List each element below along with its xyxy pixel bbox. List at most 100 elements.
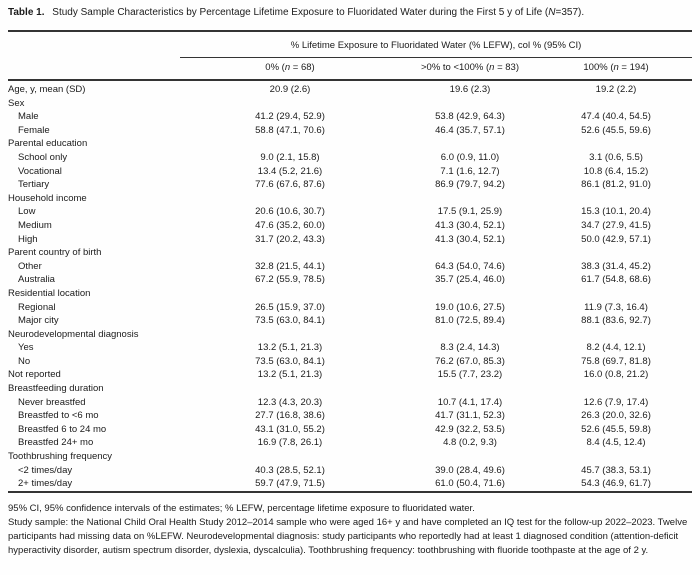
- table-title-after: =357).: [555, 7, 585, 18]
- cell-value: 3.1 (0.6, 5.5): [589, 151, 643, 163]
- row-label: Sex: [8, 97, 25, 109]
- cell-value: [400, 450, 540, 464]
- table-row: 2+ times/day 59.7 (47.9, 71.5) 61.0 (50.4,…: [8, 477, 692, 492]
- characteristics-table: % Lifetime Exposure to Fluoridated Water…: [8, 30, 693, 493]
- table-row: Male 41.2 (29.4, 52.9) 53.8 (42.9, 64.3) 47…: [8, 110, 692, 124]
- cell-value: 12.6 (7.9, 17.4): [583, 396, 649, 408]
- cell-value: 27.7 (16.8, 38.6): [255, 410, 325, 422]
- cell-value: 64.3 (54.0, 74.6): [435, 260, 505, 272]
- cell-value: 38.3 (31.4, 45.2): [581, 260, 651, 272]
- cell-value: 73.5 (63.0, 84.1): [255, 315, 325, 327]
- cell-value: 41.7 (31.1, 52.3): [435, 410, 505, 422]
- cell-value: [180, 137, 400, 151]
- cell-value: 6.0 (0.9, 11.0): [440, 151, 500, 163]
- cell-value: [400, 137, 540, 151]
- cell-value: 46.4 (35.7, 57.1): [435, 124, 505, 136]
- table-row: No 73.5 (63.0, 84.1) 76.2 (67.0, 85.3) 75.8…: [8, 355, 692, 369]
- cell-value: 39.0 (28.4, 49.6): [435, 464, 505, 476]
- table-row: <2 times/day 40.3 (28.5, 52.1) 39.0 (28.4,…: [8, 464, 692, 478]
- cell-value: 16.9 (7.8, 26.1): [257, 437, 323, 449]
- cell-value: 20.9 (2.6): [269, 84, 311, 95]
- cell-value: 43.1 (31.0, 55.2): [255, 423, 325, 435]
- cell-value: 12.3 (4.3, 20.3): [257, 396, 323, 408]
- cell-value: 76.2 (67.0, 85.3): [435, 355, 505, 367]
- cell-value: [180, 97, 400, 111]
- cell-value: 20.6 (10.6, 30.7): [255, 206, 325, 218]
- row-label: Never breastfed: [18, 396, 86, 408]
- cell-value: 8.4 (4.5, 12.4): [586, 437, 646, 449]
- n-symbol: n: [489, 62, 495, 73]
- table-number-label: Table 1.: [8, 7, 45, 18]
- cell-value: 10.7 (4.1, 17.4): [437, 396, 503, 408]
- row-label: Breastfed 6 to 24 mo: [18, 423, 107, 435]
- row-label: Breastfed to <6 mo: [18, 410, 99, 422]
- row-label: Age, y, mean (SD): [8, 84, 86, 95]
- table-title: Table 1. Study Sample Characteristics by…: [8, 6, 692, 19]
- cell-value: 86.9 (79.7, 94.2): [435, 179, 505, 191]
- cell-value: [400, 382, 540, 396]
- cell-value: [540, 382, 692, 396]
- table-row: Age, y, mean (SD) 20.9 (2.6) 19.6 (2.3) 19.…: [8, 80, 692, 97]
- cell-value: 35.7 (25.4, 46.0): [435, 274, 505, 286]
- cell-value: 54.3 (46.9, 61.7): [581, 478, 651, 490]
- footnote-abbreviations: 95% CI, 95% confidence intervals of the …: [8, 502, 475, 514]
- row-label: Toothbrushing frequency: [8, 451, 113, 463]
- n-symbol: n: [613, 62, 619, 73]
- row-label: No: [18, 355, 31, 367]
- table-row: Other 32.8 (21.5, 44.1) 64.3 (54.0, 74.6) 3…: [8, 260, 692, 274]
- cell-value: 58.8 (47.1, 70.6): [255, 124, 325, 136]
- cell-value: 8.3 (2.4, 14.3): [440, 342, 500, 354]
- cell-value: [400, 287, 540, 301]
- cell-value: 59.7 (47.9, 71.5): [255, 478, 325, 490]
- cell-value: 17.5 (9.1, 25.9): [437, 206, 503, 218]
- row-label: Household income: [8, 192, 87, 204]
- table-row: Breastfeeding duration: [8, 382, 692, 396]
- table-row: Never breastfed 12.3 (4.3, 20.3) 10.7 (4.1…: [8, 396, 692, 410]
- cell-value: 41.3 (30.4, 52.1): [435, 233, 505, 245]
- cell-value: 13.4 (5.2, 21.6): [257, 165, 323, 177]
- cell-value: 45.7 (38.3, 53.1): [581, 464, 651, 476]
- table-row: Major city 73.5 (63.0, 84.1) 81.0 (72.5, 8…: [8, 314, 692, 328]
- cell-value: 13.2 (5.1, 21.3): [257, 369, 323, 381]
- table-row: Yes 13.2 (5.1, 21.3) 8.3 (2.4, 14.3) 8.2 (4…: [8, 341, 692, 355]
- cell-value: 52.6 (45.5, 59.8): [581, 423, 651, 435]
- cell-value: 41.2 (29.4, 52.9): [255, 111, 325, 123]
- cell-value: 34.7 (27.9, 41.5): [581, 219, 651, 231]
- row-label: 2+ times/day: [18, 478, 73, 490]
- paper-table-figure: Table 1. Study Sample Characteristics by…: [8, 6, 693, 556]
- table-row: High 31.7 (20.2, 43.3) 41.3 (30.4, 52.1) 50…: [8, 233, 692, 247]
- cell-value: 88.1 (83.6, 92.7): [581, 315, 651, 327]
- table-row: Breastfed to <6 mo 27.7 (16.8, 38.6) 41.7 …: [8, 409, 692, 423]
- stub-cell: [8, 31, 180, 58]
- table-row: Medium 47.6 (35.2, 60.0) 41.3 (30.4, 52.1)…: [8, 219, 692, 233]
- cell-value: [540, 192, 692, 206]
- cell-value: 75.8 (69.7, 81.8): [581, 355, 651, 367]
- cell-value: [180, 287, 400, 301]
- table-row: Toothbrushing frequency: [8, 450, 692, 464]
- table-row: Residential location: [8, 287, 692, 301]
- cell-value: 50.0 (42.9, 57.1): [581, 233, 651, 245]
- table-row: Low 20.6 (10.6, 30.7) 17.5 (9.1, 25.9) 15.3…: [8, 205, 692, 219]
- cell-value: 81.0 (72.5, 89.4): [435, 315, 505, 327]
- column-header-text: = 83): [494, 62, 519, 73]
- cell-value: 15.5 (7.7, 23.2): [437, 369, 503, 381]
- cell-value: [400, 192, 540, 206]
- cell-value: [540, 246, 692, 260]
- column-header-mid-pct: >0% to <100% (n = 83): [400, 57, 540, 81]
- cell-value: [180, 246, 400, 260]
- cell-value: 15.3 (10.1, 20.4): [581, 206, 651, 218]
- cell-value: 4.8 (0.2, 9.3): [443, 437, 497, 449]
- spanner-row: % Lifetime Exposure to Fluoridated Water…: [8, 31, 693, 58]
- table-row: Breastfed 6 to 24 mo 43.1 (31.0, 55.2) 42.…: [8, 423, 692, 437]
- n-symbol: n: [284, 62, 291, 73]
- row-label: Parental education: [8, 138, 88, 150]
- table-body: Age, y, mean (SD) 20.9 (2.6) 19.6 (2.3) 19.…: [8, 80, 692, 492]
- cell-value: [540, 97, 692, 111]
- column-header-0pct: 0% (n = 68): [180, 57, 400, 81]
- cell-value: 42.9 (32.2, 53.5): [435, 423, 505, 435]
- row-label: Residential location: [8, 287, 91, 299]
- cell-value: 67.2 (55.9, 78.5): [255, 274, 325, 286]
- row-label: Australia: [18, 274, 55, 286]
- table-row: Vocational 13.4 (5.2, 21.6) 7.1 (1.6, 12.7…: [8, 165, 692, 179]
- column-header-text: 100% (: [583, 62, 614, 73]
